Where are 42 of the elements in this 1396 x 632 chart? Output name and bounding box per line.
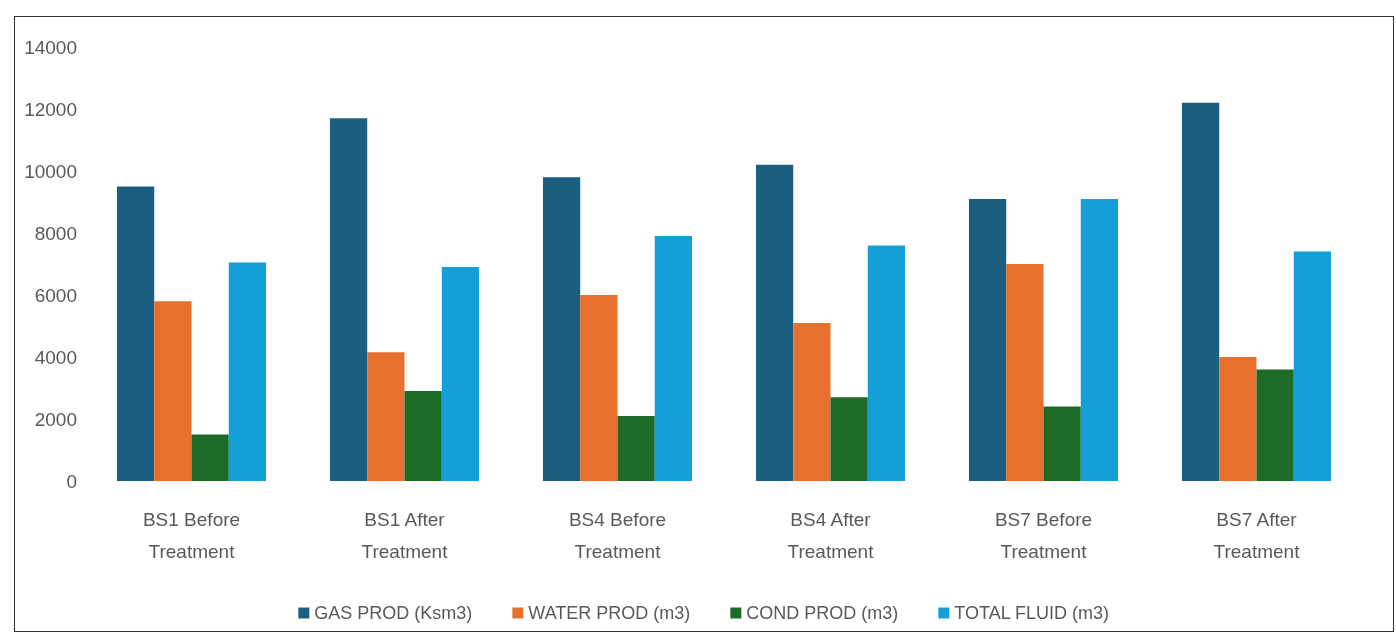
bar xyxy=(404,391,442,481)
x-tick-label: BS4 After Treatment xyxy=(787,508,875,562)
y-tick-label: 14000 xyxy=(24,36,77,58)
x-tick-label: BS7 After Treatment xyxy=(1213,508,1301,562)
bar xyxy=(228,262,267,481)
bar xyxy=(654,236,693,481)
x-tick-label: BS4 Before Treatment xyxy=(568,508,667,562)
bar xyxy=(1181,102,1220,481)
bar xyxy=(755,164,794,481)
bar xyxy=(154,301,192,481)
y-tick-label: 12000 xyxy=(24,98,77,120)
y-tick-label: 4000 xyxy=(34,346,77,368)
bar xyxy=(116,186,155,481)
legend-label: TOTAL FLUID (m3) xyxy=(954,603,1110,623)
y-tick-label: 2000 xyxy=(34,408,77,430)
bar xyxy=(830,397,868,481)
bar xyxy=(617,415,655,481)
bar xyxy=(542,177,581,481)
y-tick-label: 10000 xyxy=(24,160,77,182)
x-tick-label: BS1 After Treatment xyxy=(361,508,449,562)
bar xyxy=(1256,369,1294,481)
y-tick-label: 6000 xyxy=(34,284,77,306)
legend-label: WATER PROD (m3) xyxy=(528,603,691,623)
bar xyxy=(1293,251,1332,481)
x-tick-label: BS1 Before Treatment xyxy=(142,508,241,562)
legend-label: COND PROD (m3) xyxy=(746,603,899,623)
y-tick-label: 0 xyxy=(66,470,77,492)
bar xyxy=(441,267,480,481)
bar xyxy=(367,352,405,481)
bar xyxy=(329,118,368,481)
bar xyxy=(191,434,229,481)
bar xyxy=(1043,406,1081,481)
bar xyxy=(793,322,831,481)
y-tick-label: 8000 xyxy=(34,222,77,244)
x-tick-label: BS7 Before Treatment xyxy=(994,508,1093,562)
bar xyxy=(1219,357,1257,481)
legend-label: GAS PROD (Ksm3) xyxy=(314,603,473,623)
bar xyxy=(1006,264,1044,481)
bar xyxy=(1080,198,1119,481)
bar xyxy=(968,198,1007,481)
bar xyxy=(580,295,618,481)
bar xyxy=(867,245,906,481)
